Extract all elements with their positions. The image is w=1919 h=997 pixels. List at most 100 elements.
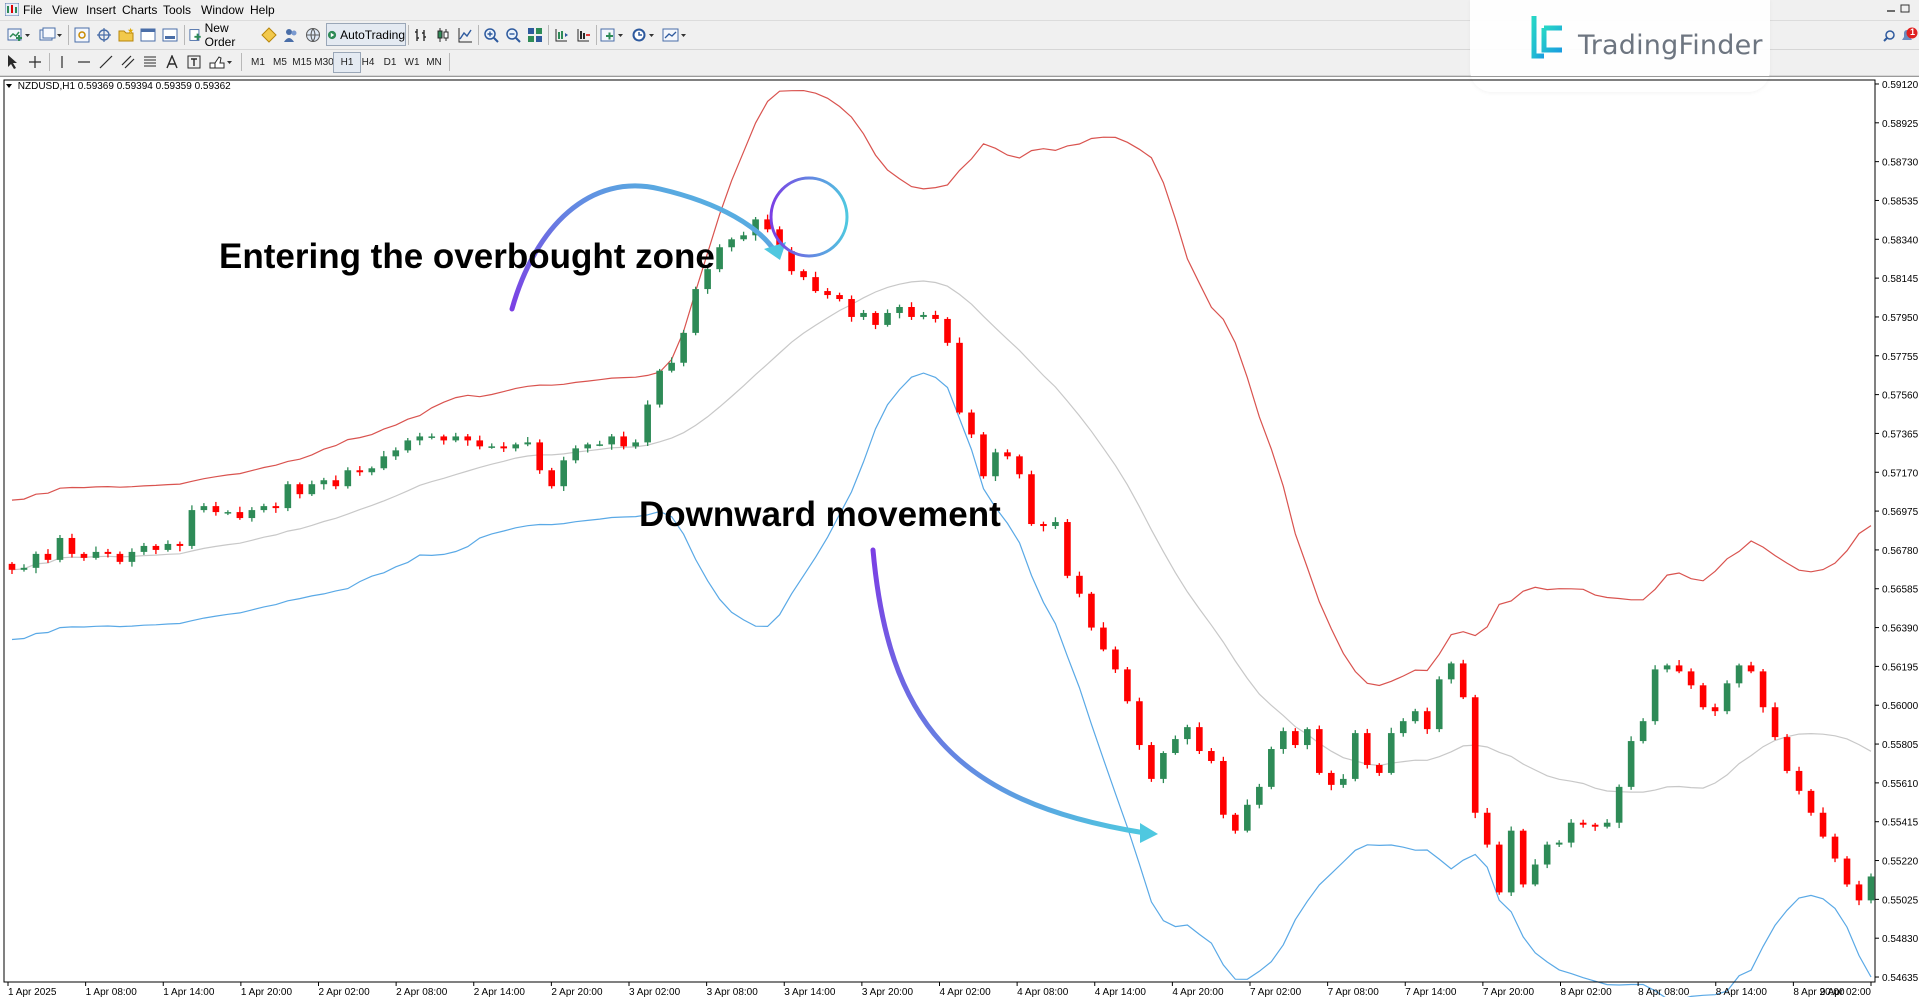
strategy-tester-button[interactable] bbox=[160, 24, 180, 46]
menu-insert[interactable]: Insert bbox=[86, 3, 117, 17]
vertical-line-button[interactable] bbox=[52, 52, 72, 72]
candle-body bbox=[320, 480, 328, 485]
profiles-button[interactable] bbox=[38, 24, 64, 46]
search-icon[interactable] bbox=[1883, 30, 1895, 42]
timeframe-m1[interactable]: M1 bbox=[251, 56, 265, 68]
price-tick-label: 0.57950 bbox=[1882, 313, 1919, 324]
menu-file[interactable]: File bbox=[23, 3, 43, 17]
candle-body bbox=[1124, 669, 1131, 702]
new-order-icon bbox=[189, 29, 201, 41]
candle bbox=[1052, 517, 1059, 530]
candle-body bbox=[1052, 522, 1059, 527]
timeframe-h4[interactable]: H4 bbox=[361, 56, 375, 68]
candlestick-icon bbox=[437, 28, 449, 42]
candle bbox=[1280, 727, 1287, 754]
brand-logo-text: TradingFinder bbox=[1578, 30, 1763, 61]
candle-body bbox=[752, 219, 759, 236]
zoom-out-button[interactable] bbox=[503, 24, 523, 46]
candle-body bbox=[896, 306, 903, 313]
candle bbox=[284, 481, 292, 512]
candle bbox=[488, 443, 496, 449]
timeframe-mn[interactable]: MN bbox=[426, 56, 442, 68]
overbought-annotation: Entering the overbought zone bbox=[219, 237, 715, 276]
chart-window[interactable]: 0.59120 0.58925 0.58730 0.58535 0.58340 0.581… bbox=[0, 76, 1919, 997]
candle-body bbox=[44, 553, 52, 560]
menu-window[interactable]: Window bbox=[201, 3, 244, 17]
price-tick-label: 0.56975 bbox=[1882, 507, 1919, 518]
chart-shift-button[interactable] bbox=[551, 24, 571, 46]
fibonacci-button[interactable] bbox=[140, 52, 160, 72]
text-button[interactable] bbox=[162, 52, 182, 72]
menu-tools[interactable]: Tools bbox=[163, 3, 192, 17]
app-icon[interactable] bbox=[5, 3, 19, 16]
market-button[interactable] bbox=[303, 24, 323, 46]
timeframe-m30[interactable]: M30 bbox=[314, 56, 334, 68]
templates-button[interactable] bbox=[661, 24, 689, 46]
candle bbox=[1124, 666, 1131, 704]
candle bbox=[620, 431, 627, 450]
indicators-button[interactable] bbox=[599, 24, 625, 46]
navigator-button[interactable] bbox=[116, 24, 136, 46]
middle-band-line bbox=[11, 280, 1872, 793]
symbol-dropdown-icon[interactable] bbox=[6, 84, 12, 89]
terminal-button[interactable] bbox=[138, 24, 158, 46]
arrows-button[interactable] bbox=[206, 52, 236, 72]
restore-window-icon[interactable] bbox=[1900, 4, 1910, 13]
zoom-in-button[interactable] bbox=[481, 24, 501, 46]
periods-button[interactable] bbox=[630, 24, 656, 46]
menu-help[interactable]: Help bbox=[250, 3, 275, 17]
timeframe-h1[interactable]: H1 bbox=[333, 52, 361, 73]
candle-body bbox=[1004, 452, 1011, 457]
chart-symbol-info: NZDUSD,H1 0.59369 0.59394 0.59359 0.5936… bbox=[6, 81, 231, 92]
candle-body bbox=[1220, 760, 1227, 815]
channel-button[interactable] bbox=[118, 52, 138, 72]
menu-charts[interactable]: Charts bbox=[122, 3, 158, 17]
price-chart[interactable]: 0.59120 0.58925 0.58730 0.58535 0.58340 0.581… bbox=[0, 77, 1919, 997]
tile-windows-button[interactable] bbox=[525, 24, 545, 46]
candle bbox=[1819, 807, 1827, 839]
text-label-button[interactable] bbox=[184, 52, 204, 72]
candle-body bbox=[740, 235, 747, 240]
auto-scroll-button[interactable] bbox=[573, 24, 593, 46]
candle-body bbox=[1136, 701, 1143, 746]
price-tick-label: 0.55610 bbox=[1882, 779, 1919, 790]
candle-body bbox=[1040, 524, 1047, 527]
timeframe-m5[interactable]: M5 bbox=[273, 56, 287, 68]
timeframe-d1[interactable]: D1 bbox=[383, 56, 397, 68]
timeframe-w1[interactable]: W1 bbox=[404, 56, 420, 68]
line-chart-button[interactable] bbox=[455, 24, 475, 46]
candle-body bbox=[128, 551, 136, 562]
candle-body bbox=[992, 452, 999, 477]
candle bbox=[1855, 880, 1863, 906]
candle-body bbox=[260, 506, 268, 511]
new-order-button[interactable]: New Order bbox=[189, 21, 257, 49]
candle bbox=[1531, 859, 1539, 887]
notification-bell-icon[interactable] bbox=[1902, 27, 1918, 41]
candle-body bbox=[1783, 737, 1791, 771]
clock-icon bbox=[632, 28, 654, 42]
metaeditor-button[interactable] bbox=[259, 24, 279, 46]
data-window-button[interactable] bbox=[94, 24, 114, 46]
candle bbox=[1351, 730, 1359, 782]
candle-body bbox=[572, 448, 579, 461]
timeframe-m15[interactable]: M15 bbox=[292, 56, 312, 68]
navigator-folder-icon bbox=[118, 27, 134, 42]
candle bbox=[1076, 571, 1083, 598]
crosshair-button[interactable] bbox=[25, 52, 45, 72]
candle bbox=[1627, 736, 1635, 790]
new-chart-button[interactable] bbox=[6, 24, 32, 46]
candle-chart-button[interactable] bbox=[433, 24, 453, 46]
candle-body bbox=[428, 436, 436, 438]
candle bbox=[140, 542, 148, 555]
candle-body bbox=[1627, 741, 1635, 787]
autotrading-button[interactable]: AutoTrading bbox=[326, 23, 406, 46]
menu-view[interactable]: View bbox=[52, 3, 78, 17]
trendline-button[interactable] bbox=[96, 52, 116, 72]
signals-button[interactable] bbox=[281, 24, 301, 46]
candle-body bbox=[404, 440, 412, 451]
cursor-button[interactable] bbox=[3, 52, 23, 72]
candle bbox=[848, 295, 855, 322]
market-watch-button[interactable] bbox=[72, 24, 92, 46]
horizontal-line-button[interactable] bbox=[74, 52, 94, 72]
bar-chart-button[interactable] bbox=[411, 24, 431, 46]
